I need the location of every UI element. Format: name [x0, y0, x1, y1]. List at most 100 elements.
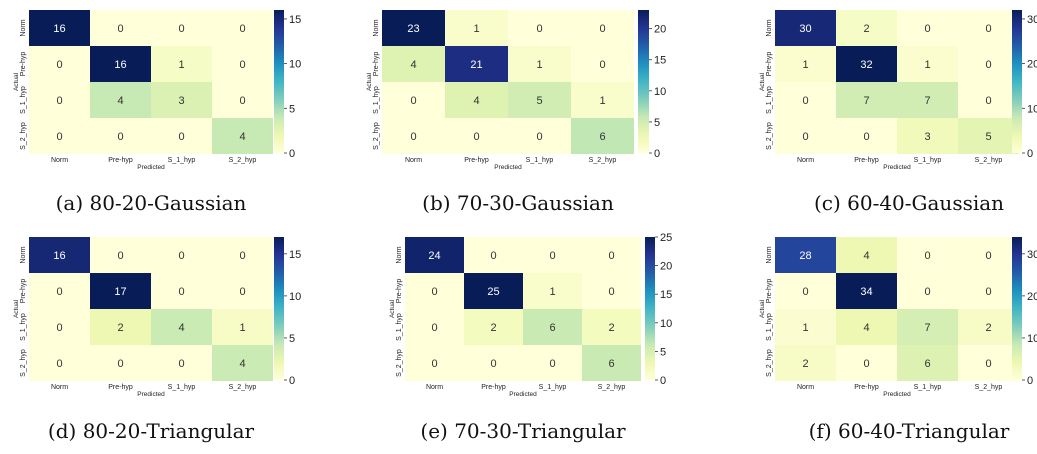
- cell-value-label: 6: [608, 358, 614, 370]
- heatmap-cell: [775, 273, 836, 309]
- x-tick-label: Pre-hyp: [854, 157, 879, 164]
- cell-value-label: 3: [178, 95, 184, 107]
- cell-value-label: 4: [178, 322, 184, 334]
- heatmap-cell: [29, 82, 90, 118]
- heatmap-cell: [836, 10, 897, 46]
- heatmap-cell: [571, 46, 634, 82]
- heatmap-cell: [897, 118, 958, 154]
- cell-value-label: 0: [490, 250, 496, 262]
- cell-value-label: 0: [599, 23, 605, 35]
- x-tick-label: S_2_hyp: [589, 157, 617, 164]
- heatmap-cell: [29, 345, 90, 381]
- heatmap-cell: [775, 309, 836, 345]
- heatmap-cell: [29, 118, 90, 154]
- cell-value-label: 16: [53, 250, 65, 262]
- heatmap-cell: [445, 10, 508, 46]
- cell-value-label: 0: [431, 358, 437, 370]
- cell-value-label: 6: [549, 322, 555, 334]
- heatmap-cell: [897, 82, 958, 118]
- cell-value-label: 0: [985, 286, 991, 298]
- y-tick-label: Pre-hyp: [396, 279, 403, 304]
- x-tick-label: Norm: [797, 157, 814, 164]
- cell-value-label: 0: [608, 250, 614, 262]
- x-tick-label: S_2_hyp: [598, 384, 626, 391]
- heatmap-cell: [836, 237, 897, 273]
- cell-value-label: 6: [924, 358, 930, 370]
- cell-value-label: 34: [860, 286, 872, 298]
- heatmap-cell: [523, 345, 582, 381]
- cell-value-label: 0: [985, 358, 991, 370]
- cell-value-label: 5: [536, 95, 542, 107]
- heatmap-cell: [90, 82, 151, 118]
- colorbar-tick-label: 10: [1027, 103, 1037, 115]
- y-tick-label: Norm: [766, 19, 773, 36]
- x-tick-label: Pre-hyp: [481, 384, 506, 391]
- cell-value-label: 0: [802, 131, 808, 143]
- cell-value-label: 0: [178, 23, 184, 35]
- colorbar-tick-label: 0: [289, 375, 295, 387]
- cell-value-label: 0: [117, 131, 123, 143]
- heatmap-cell: [464, 273, 523, 309]
- y-tick-label: Pre-hyp: [766, 279, 773, 304]
- heatmap-cell: [836, 118, 897, 154]
- cell-value-label: 1: [178, 59, 184, 71]
- x-tick-label: Norm: [426, 384, 443, 391]
- heatmap-cell: [775, 345, 836, 381]
- cell-value-label: 5: [985, 131, 991, 143]
- cell-value-label: 1: [802, 322, 808, 334]
- colorbar-tick-label: 20: [654, 24, 666, 36]
- colorbar: [645, 237, 655, 380]
- x-axis-label: Predicted: [137, 391, 165, 398]
- heatmap-cell: [212, 82, 273, 118]
- colorbar-tick-label: 5: [289, 333, 295, 345]
- heatmap-cell: [382, 82, 445, 118]
- y-axis-label: Actual: [389, 299, 396, 318]
- x-tick-label: S_1_hyp: [526, 157, 554, 164]
- x-axis-label: Predicted: [883, 391, 911, 398]
- cell-value-label: 24: [428, 250, 440, 262]
- heatmap-cell: [836, 82, 897, 118]
- heatmap-cell: [508, 118, 571, 154]
- heatmap-cell: [405, 309, 464, 345]
- colorbar-tick-label: 25: [660, 232, 672, 244]
- heatmap-cell: [29, 273, 90, 309]
- cell-value-label: 2: [608, 322, 614, 334]
- colorbar-tick-label: 30: [1027, 249, 1037, 261]
- cell-value-label: 0: [924, 250, 930, 262]
- cell-value-label: 0: [985, 95, 991, 107]
- y-tick-label: S_2_hyp: [20, 349, 27, 377]
- cell-value-label: 0: [178, 131, 184, 143]
- heatmap-cell: [212, 10, 273, 46]
- heatmap-cell: [958, 82, 1019, 118]
- x-tick-label: Pre-hyp: [464, 157, 489, 164]
- heatmap-cell: [897, 345, 958, 381]
- cell-value-label: 3: [924, 131, 930, 143]
- colorbar: [274, 237, 284, 380]
- x-tick-label: S_2_hyp: [975, 157, 1003, 164]
- x-tick-label: S_2_hyp: [975, 384, 1003, 391]
- cell-value-label: 4: [473, 95, 479, 107]
- colorbar-tick-label: 10: [289, 291, 301, 303]
- panel-caption: (e) 70-30-Triangular: [420, 419, 626, 443]
- heatmap-cell: [29, 237, 90, 273]
- x-tick-label: S_1_hyp: [539, 384, 567, 391]
- cell-value-label: 2: [985, 322, 991, 334]
- panel-caption: (d) 80-20-Triangular: [48, 419, 255, 443]
- y-tick-label: S_1_hyp: [20, 313, 27, 341]
- y-axis-label: Actual: [759, 72, 766, 91]
- cell-value-label: 0: [410, 95, 416, 107]
- cell-value-label: 0: [56, 131, 62, 143]
- cell-value-label: 1: [239, 322, 245, 334]
- heatmap-cell: [508, 82, 571, 118]
- y-tick-label: S_2_hyp: [373, 122, 380, 150]
- cell-value-label: 0: [178, 250, 184, 262]
- y-tick-label: Pre-hyp: [20, 279, 27, 304]
- colorbar-tick-label: 20: [1027, 59, 1037, 71]
- heatmap-cell: [958, 309, 1019, 345]
- cell-value-label: 7: [924, 322, 930, 334]
- heatmap-cell: [151, 118, 212, 154]
- cell-value-label: 21: [470, 59, 482, 71]
- heatmap-cell: [775, 82, 836, 118]
- heatmap-cell: [464, 309, 523, 345]
